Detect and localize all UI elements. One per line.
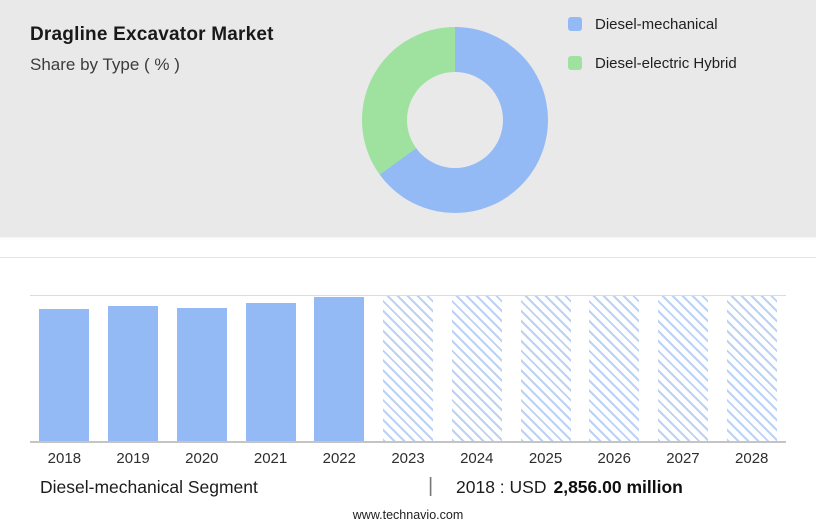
forecast-bar (657, 296, 708, 441)
bar-slot (580, 296, 649, 441)
value-prefix: 2018 : USD (456, 477, 547, 497)
donut-legend: Diesel-mechanical Diesel-electric Hybrid (568, 12, 737, 90)
x-axis-label: 2026 (597, 450, 631, 467)
bar-slot (236, 296, 305, 441)
page-subtitle: Share by Type ( % ) (30, 55, 180, 74)
bar-slot (167, 296, 236, 441)
donut-chart (362, 27, 548, 213)
bar-slot (99, 296, 168, 441)
value-caption: 2018 : USD 2,856.00 million (456, 477, 683, 498)
value-amount: 2,856.00 million (553, 477, 683, 497)
historic-bar (176, 307, 227, 441)
bar-slot (717, 296, 786, 441)
segment-caption: Diesel-mechanical Segment (40, 477, 258, 497)
bar-slot (30, 296, 99, 441)
x-axis-label: 2023 (391, 450, 425, 467)
historic-bar (108, 306, 159, 441)
x-axis-label: 2024 (460, 450, 494, 467)
x-axis-label: 2027 (666, 450, 700, 467)
bar-slot (511, 296, 580, 441)
x-axis-labels: 2018 2019 2020 2021 2022 2023 2024 2025 2026 2027… (30, 450, 786, 467)
footer-url: www.technavio.com (352, 508, 464, 522)
caption-row: Diesel-mechanical Segment | 2018 : USD 2,… (0, 475, 816, 501)
forecast-bar (383, 296, 434, 441)
donut-hole (407, 72, 503, 168)
x-axis-label: 2018 (47, 450, 82, 467)
bar-slot (649, 296, 718, 441)
x-axis-label: 2025 (528, 450, 563, 467)
historic-bar (39, 309, 90, 441)
page-title: Dragline Excavator Market (30, 24, 274, 45)
section-divider (0, 257, 816, 258)
forecast-bar (520, 296, 571, 441)
legend-label: Diesel-mechanical (595, 15, 718, 33)
forecast-bar (726, 296, 777, 441)
x-axis-label: 2022 (322, 450, 356, 467)
bar-chart (30, 295, 786, 443)
bar-slot (374, 296, 443, 441)
legend-swatch (568, 56, 582, 70)
bar-slot (442, 296, 511, 441)
legend-label: Diesel-electric Hybrid (595, 54, 737, 72)
historic-bar (314, 297, 365, 441)
legend-item: Diesel-mechanical (568, 12, 737, 36)
header: Dragline Excavator Market Share by Type … (30, 24, 274, 75)
x-axis-label: 2020 (185, 450, 219, 467)
share-by-type-panel: Dragline Excavator Market Share by Type … (0, 0, 816, 237)
bar-slot (305, 296, 374, 441)
bars-row (30, 296, 786, 441)
x-axis-label: 2021 (253, 450, 288, 467)
legend-swatch (568, 17, 582, 31)
historic-bar (245, 303, 296, 441)
legend-item: Diesel-electric Hybrid (568, 51, 737, 75)
x-axis-label: 2019 (116, 450, 150, 467)
forecast-bar (589, 296, 640, 441)
x-axis-label: 2028 (735, 450, 769, 467)
forecast-bar (451, 296, 502, 441)
caption-separator: | (428, 475, 434, 497)
